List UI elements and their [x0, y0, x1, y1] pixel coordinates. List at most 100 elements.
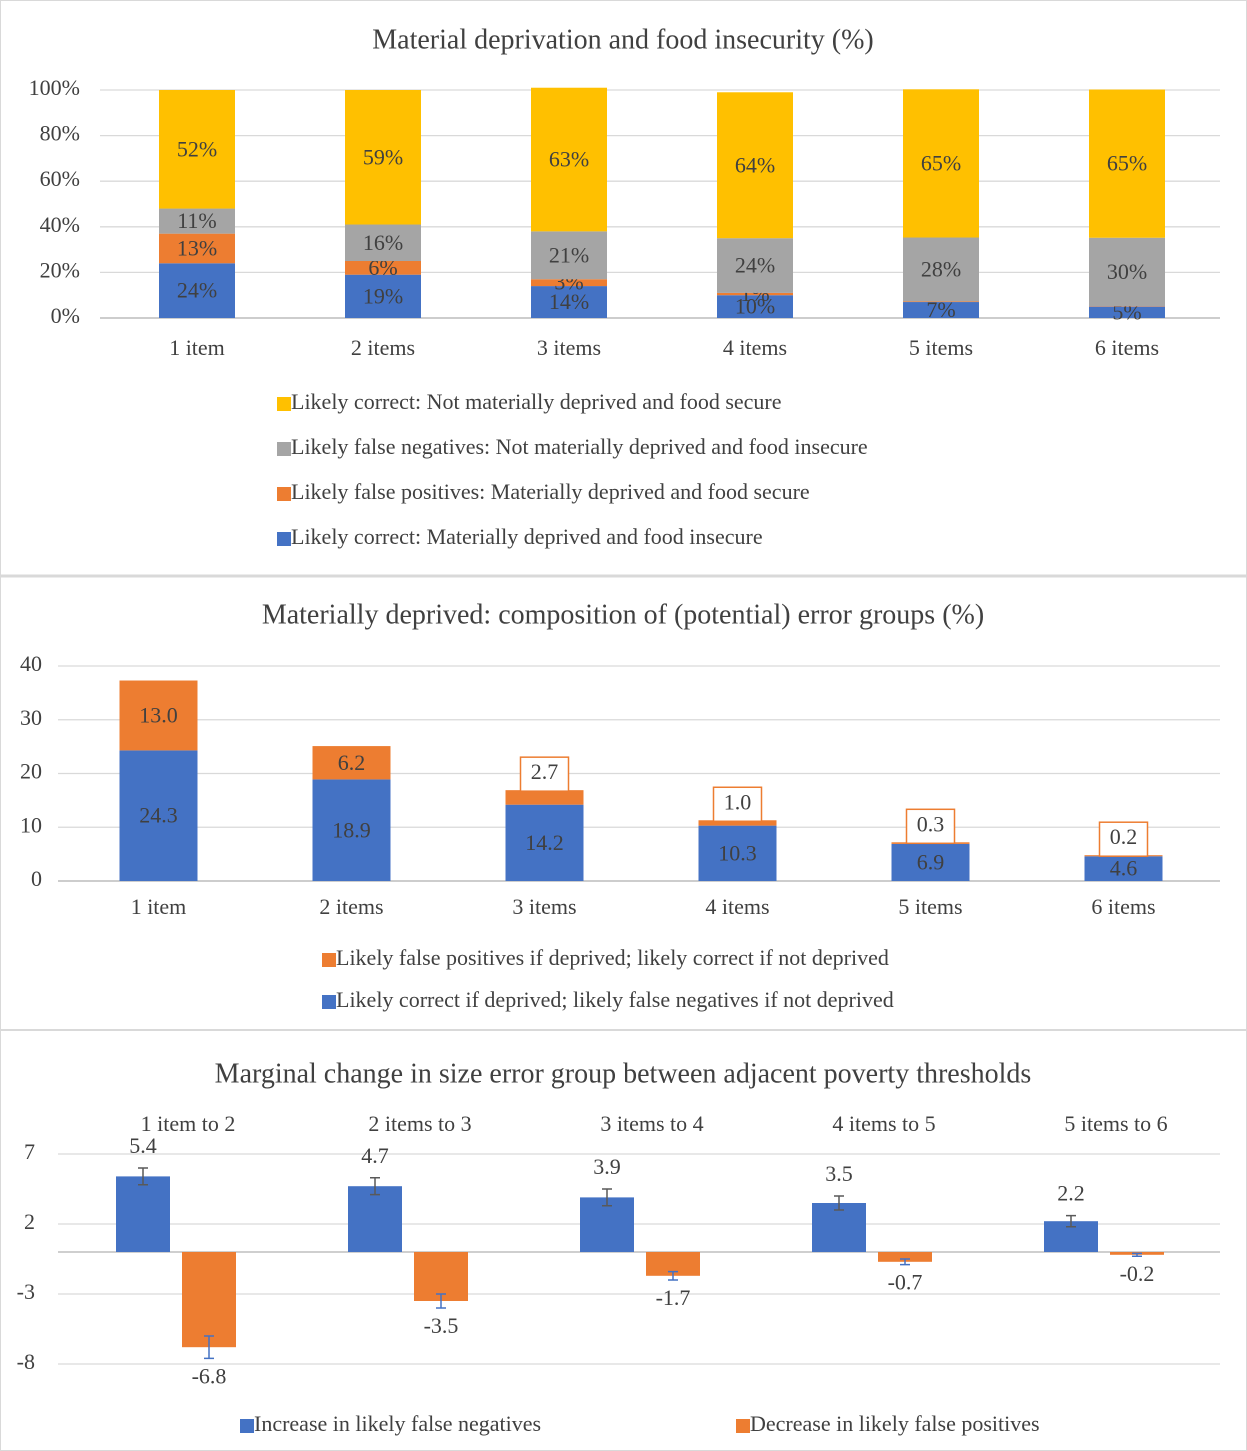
bar-segment	[312, 779, 391, 881]
x-tick-label: 3 items	[512, 894, 576, 919]
data-label: 3.9	[593, 1154, 621, 1179]
data-label: 5.4	[129, 1133, 157, 1158]
x-tick-label: 4 items to 5	[832, 1111, 935, 1136]
y-tick-label: -3	[17, 1279, 35, 1304]
legend-label: Likely correct if deprived; likely false…	[336, 987, 894, 1012]
error-bar	[138, 1167, 148, 1186]
y-tick-label: 40	[20, 651, 42, 676]
data-label: 14%	[549, 289, 589, 314]
legend-swatch	[277, 397, 291, 411]
x-tick-label: 4 items	[723, 335, 787, 360]
label-callout	[1098, 821, 1149, 857]
error-bar	[900, 1258, 910, 1266]
data-label: 10.3	[718, 840, 757, 865]
x-tick-label: 2 items	[351, 335, 415, 360]
y-tick-label: 10	[20, 812, 42, 837]
bar-segment	[1089, 89, 1165, 238]
legend-swatch	[322, 995, 336, 1009]
y-tick-label: 100%	[29, 75, 80, 100]
x-tick-label: 1 item	[131, 894, 187, 919]
bar	[182, 1252, 236, 1348]
legend-swatch	[277, 487, 291, 501]
error-bar	[668, 1270, 678, 1281]
legend-swatch	[277, 532, 291, 546]
data-label: 52%	[177, 136, 217, 161]
data-label: 3.5	[825, 1161, 853, 1186]
bar-segment	[119, 750, 198, 881]
data-label: 1.0	[724, 789, 752, 814]
legend-swatch	[240, 1419, 254, 1433]
y-tick-label: 20	[20, 759, 42, 784]
bar	[878, 1252, 932, 1262]
data-label: 24%	[735, 253, 775, 278]
x-tick-label: 1 item to 2	[141, 1111, 236, 1136]
x-tick-label: 6 items	[1091, 894, 1155, 919]
data-label: -1.7	[656, 1285, 691, 1310]
bar-segment	[698, 825, 777, 881]
data-label: 30%	[1107, 259, 1147, 284]
legend-swatch	[277, 442, 291, 456]
error-bar	[834, 1195, 844, 1211]
x-tick-label: 5 items	[898, 894, 962, 919]
legend-label: Likely correct: Not materially deprived …	[291, 389, 782, 414]
legend-label: Decrease in likely false positives	[750, 1411, 1040, 1436]
bar-segment	[345, 90, 421, 225]
x-tick-label: 2 items	[319, 894, 383, 919]
data-label: 24.3	[139, 803, 178, 828]
bar-segment	[903, 237, 979, 302]
y-tick-label: 40%	[40, 212, 80, 237]
data-label: 13%	[177, 236, 217, 261]
data-label: 0.3	[917, 811, 945, 836]
bar-segment	[1089, 306, 1165, 318]
legend-label: Likely false positives: Materially depri…	[291, 479, 810, 504]
label-callout	[712, 786, 763, 823]
bar-segment	[159, 263, 235, 318]
y-tick-label: -8	[17, 1349, 35, 1374]
data-label: 21%	[549, 242, 589, 267]
y-tick-label: 7	[24, 1139, 35, 1164]
bar-segment	[903, 302, 979, 318]
error-bar	[602, 1188, 612, 1207]
data-label: 64%	[735, 152, 775, 177]
error-bar	[204, 1335, 214, 1360]
bar-segment	[1084, 856, 1163, 881]
legend-swatch	[322, 953, 336, 967]
bar	[646, 1252, 700, 1276]
data-label: 6.9	[917, 850, 945, 875]
bar-segment	[1089, 237, 1165, 307]
x-tick-label: 5 items	[909, 335, 973, 360]
y-tick-label: 80%	[40, 121, 80, 146]
bar-segment	[119, 680, 198, 751]
bar-segment	[345, 224, 421, 261]
x-tick-label: 2 items to 3	[368, 1111, 471, 1136]
chart-title: Marginal change in size error group betw…	[215, 1058, 1032, 1089]
data-label: 14.2	[525, 830, 564, 855]
bar	[812, 1203, 866, 1252]
legend-label: Likely correct: Materially deprived and …	[291, 524, 763, 549]
x-tick-label: 5 items to 6	[1064, 1111, 1167, 1136]
x-tick-label: 3 items to 4	[600, 1111, 703, 1136]
data-label: 24%	[177, 278, 217, 303]
legend-swatch	[736, 1419, 750, 1433]
bar-segment	[891, 843, 970, 881]
y-tick-label: 60%	[40, 166, 80, 191]
data-label: 4.6	[1110, 856, 1138, 881]
bar-segment	[312, 746, 391, 780]
y-tick-label: 30	[20, 705, 42, 730]
data-label: 59%	[363, 144, 403, 169]
bar-segment	[531, 279, 607, 287]
bar-segment	[717, 238, 793, 293]
error-bar	[1132, 1252, 1142, 1257]
bar	[414, 1252, 468, 1301]
legend-label: Likely false positives if deprived; like…	[336, 945, 889, 970]
label-callout	[905, 808, 956, 845]
data-label: 65%	[921, 150, 961, 175]
data-label: 65%	[1107, 151, 1147, 176]
bar-segment	[159, 208, 235, 234]
bar-segment	[903, 89, 979, 238]
x-tick-label: 6 items	[1095, 335, 1159, 360]
bar-segment	[531, 231, 607, 280]
data-label: 2.2	[1057, 1181, 1085, 1206]
x-tick-label: 4 items	[705, 894, 769, 919]
